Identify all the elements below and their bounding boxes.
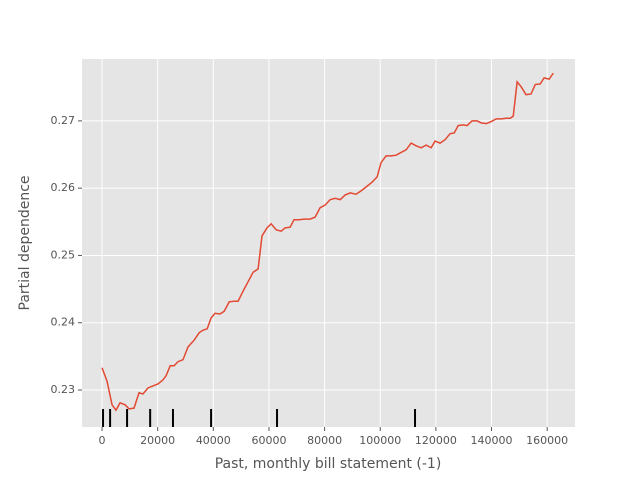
x-tick-label: 60000 bbox=[251, 434, 286, 447]
x-axis-label: Past, monthly bill statement (-1) bbox=[215, 456, 442, 472]
y-tick-label: 0.27 bbox=[51, 114, 76, 127]
x-tick-label: 0 bbox=[99, 434, 106, 447]
x-tick-label: 80000 bbox=[307, 434, 342, 447]
y-tick-label: 0.23 bbox=[51, 383, 76, 396]
x-tick-label: 140000 bbox=[471, 434, 513, 447]
y-axis-label: Partial dependence bbox=[17, 175, 33, 310]
y-tick-label: 0.25 bbox=[51, 248, 76, 261]
y-tick-label: 0.26 bbox=[51, 181, 76, 194]
y-tick-label: 0.24 bbox=[51, 316, 76, 329]
x-tick-label: 100000 bbox=[359, 434, 401, 447]
plot-background bbox=[82, 59, 575, 427]
x-tick-label: 40000 bbox=[196, 434, 231, 447]
x-tick-label: 160000 bbox=[526, 434, 568, 447]
x-tick-label: 20000 bbox=[140, 434, 175, 447]
x-tick-label: 120000 bbox=[415, 434, 457, 447]
pd-line bbox=[101, 72, 554, 412]
